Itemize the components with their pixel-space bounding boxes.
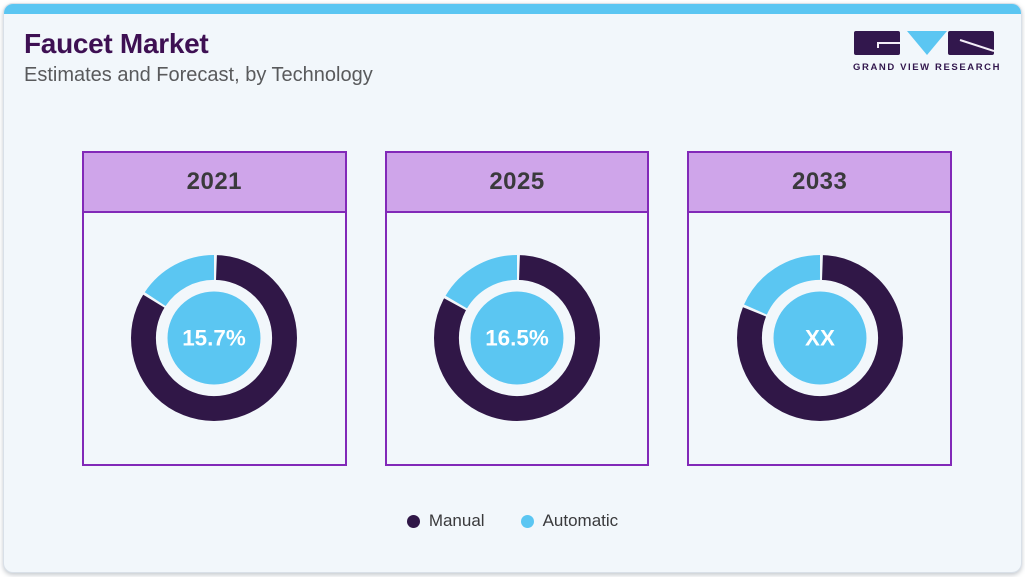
donut-container: 16.5% — [387, 213, 648, 463]
year-label: 2021 — [186, 168, 243, 195]
legend-label-automatic: Automatic — [542, 511, 619, 530]
year-panel-2025: 2025 16.5% — [384, 151, 650, 466]
center-value: 15.7% — [183, 325, 247, 350]
page-subtitle: Estimates and Forecast, by Technology — [24, 64, 373, 86]
logo-g-glyph — [877, 42, 900, 48]
brand-logo-text: GRAND VIEW RESEARCH — [853, 62, 1002, 73]
year-panel-2033: 2033 XX — [687, 151, 953, 466]
automatic-arc — [445, 255, 518, 309]
donut-chart-2033: XX — [736, 255, 903, 421]
center-value: XX — [805, 325, 835, 350]
year-panels-row: 2021 15.7% 2025 — [82, 151, 953, 466]
year-header: 2025 — [386, 153, 648, 213]
report-card: Faucet Market Estimates and Forecast, by… — [3, 3, 1022, 573]
accent-bar — [4, 4, 1021, 14]
legend-item-manual: Manual — [406, 511, 485, 531]
automatic-arc — [145, 255, 215, 307]
center-disc — [167, 291, 261, 385]
donut-chart-2025: 16.5% — [434, 255, 600, 421]
center-value: 16.5% — [485, 325, 549, 350]
automatic-arc — [743, 255, 821, 316]
year-panel-2021: 2021 15.7% — [82, 151, 347, 466]
year-label: 2025 — [489, 168, 545, 195]
legend-dot-manual — [406, 514, 420, 528]
logo-v-triangle — [907, 31, 947, 55]
year-label: 2033 — [791, 168, 848, 195]
center-disc — [470, 291, 564, 385]
center-disc — [773, 291, 867, 385]
legend-dot-automatic — [520, 514, 534, 528]
legend-item-automatic: Automatic — [520, 511, 619, 531]
legend-label-manual: Manual — [428, 511, 485, 530]
legend: Manual Automatic — [4, 511, 1021, 531]
page-title: Faucet Market — [24, 28, 209, 59]
donut-container: XX — [689, 213, 950, 463]
logo-r-glyph — [959, 39, 994, 52]
year-header: 2033 — [689, 153, 951, 213]
header: Faucet Market Estimates and Forecast, by… — [4, 14, 1021, 87]
donut-container: 15.7% — [84, 213, 345, 463]
title-block: Faucet Market Estimates and Forecast, by… — [24, 28, 373, 87]
donut-chart-2021: 15.7% — [131, 255, 298, 421]
brand-logo-mark — [854, 31, 994, 55]
brand-logo: GRAND VIEW RESEARCH — [853, 28, 1002, 73]
year-header: 2021 — [84, 153, 345, 213]
